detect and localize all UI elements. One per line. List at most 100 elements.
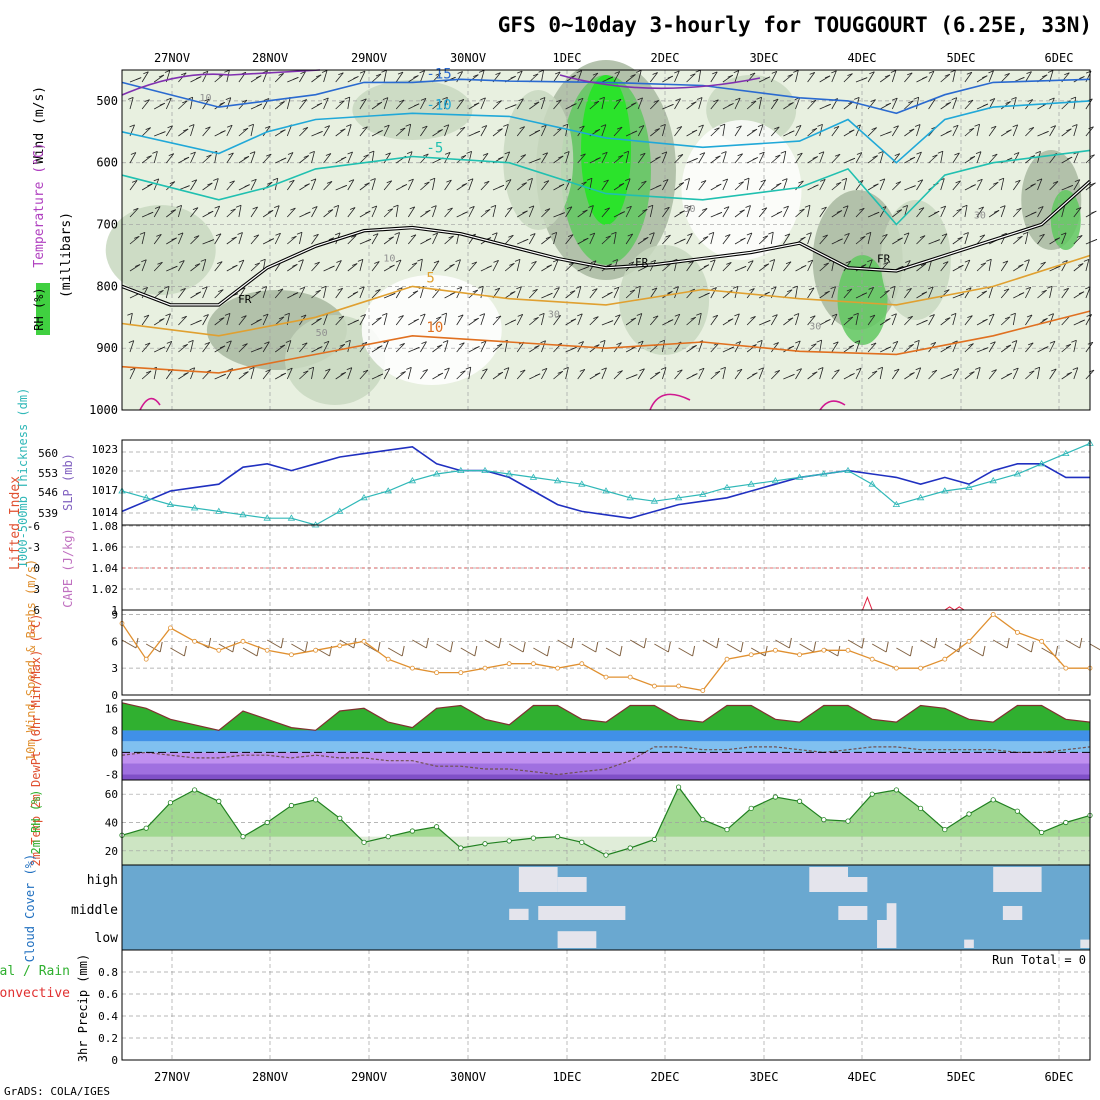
wind-speed-marker <box>724 656 730 662</box>
wind-barb-flag <box>674 70 680 74</box>
wind-barb-flag <box>740 237 746 241</box>
wind-barb <box>238 315 247 326</box>
wind-barb-flag <box>738 181 744 185</box>
wind-barb <box>202 342 211 353</box>
rh-shading-patch <box>352 80 473 140</box>
wind-barb-flag <box>268 238 274 242</box>
wind-barb <box>238 371 249 380</box>
wind-barb-flag <box>825 103 831 107</box>
wind-barb-flag <box>277 288 284 292</box>
wind-barb-flag <box>571 346 577 350</box>
wind-barb-flag <box>287 367 293 371</box>
wind-barb-flag <box>676 126 682 129</box>
wind-barb-flag <box>338 72 344 76</box>
wind-barb-flag <box>313 233 319 237</box>
wind-barb-flag <box>261 286 267 289</box>
surface-wind-barb <box>750 647 766 657</box>
wind-barb-flag <box>991 369 997 372</box>
wind-barb-flag <box>567 234 574 237</box>
wind-barb-flag <box>346 367 352 371</box>
wind-barb <box>758 124 764 137</box>
wind-barb-flag <box>285 340 292 343</box>
wind-barb-flag <box>1040 261 1046 265</box>
rh-marker <box>917 805 924 811</box>
wind-barb-flag <box>954 152 960 156</box>
wind-barb-flag <box>558 183 565 187</box>
wind-barb-flag <box>362 126 368 130</box>
rh-marker <box>530 835 537 841</box>
wind-barb-flag <box>594 344 600 348</box>
wind-barb <box>698 236 709 245</box>
wind-barb-flag <box>413 318 419 322</box>
wind-barb-flag <box>1006 372 1012 376</box>
axis-label-10m-wind: 10m Wind Speed & Barbs (m/s) <box>24 559 38 761</box>
wind-barb <box>565 290 576 299</box>
wind-barb-flag <box>1048 313 1054 317</box>
wind-barb-flag <box>177 232 184 236</box>
wind-barb <box>843 205 849 218</box>
wind-barb <box>734 97 741 110</box>
wind-barb <box>250 124 254 137</box>
wind-barb <box>940 205 947 218</box>
wind-barb-flag <box>490 204 496 208</box>
cloud-cell <box>518 867 558 892</box>
wind-speed-marker <box>942 656 948 662</box>
wind-barb-flag <box>1047 285 1053 289</box>
wind-barb <box>674 314 681 326</box>
wind-barb-flag <box>154 206 161 209</box>
wind-barb-flag <box>1079 76 1085 79</box>
wind-barb-flag <box>988 313 995 317</box>
wind-barb <box>541 152 548 164</box>
wind-barb <box>674 126 683 137</box>
wind-barb-flag <box>423 153 429 157</box>
wind-barb-flag <box>961 204 968 208</box>
wind-barb-flag <box>304 183 310 187</box>
wind-barb-flag <box>364 182 370 186</box>
wind-barb <box>916 207 925 218</box>
wind-barb-flag <box>1091 210 1097 214</box>
wind-barb <box>165 313 171 326</box>
wind-barb <box>686 205 692 218</box>
wind-barb <box>601 124 607 137</box>
wind-barb <box>940 73 951 83</box>
wind-barb <box>722 74 734 83</box>
wind-barb-flag <box>854 340 860 343</box>
isotherm-line <box>121 310 1091 374</box>
surface-wind-barb-flag <box>304 641 308 653</box>
wind-barb-flag <box>842 205 849 209</box>
wind-barb-flag <box>1042 317 1048 321</box>
wind-speed-marker <box>434 670 440 676</box>
wind-barb-flag <box>384 124 390 128</box>
wind-speed-marker <box>1015 629 1020 635</box>
thickness-marker <box>1037 460 1046 467</box>
rh-tick-label: 40 <box>105 817 118 830</box>
wind-barb-flag <box>703 264 710 268</box>
wind-barb-flag <box>242 343 248 346</box>
wind-barb-flag <box>340 128 346 132</box>
wind-barb <box>504 179 512 191</box>
thickness-marker <box>892 500 901 507</box>
wind-speed-marker <box>845 647 851 653</box>
wind-barb <box>577 98 584 110</box>
wind-barb <box>710 287 717 299</box>
wind-barb <box>541 180 550 191</box>
wind-barb-flag <box>420 97 427 101</box>
wind-barb-flag <box>769 259 775 262</box>
wind-barb-flag <box>768 231 774 235</box>
wind-barb <box>855 236 866 245</box>
wind-barb <box>274 288 284 299</box>
wind-barb <box>904 232 910 245</box>
rh-marker <box>337 815 343 821</box>
wind-barb-flag <box>326 181 333 184</box>
wind-barb <box>831 70 837 83</box>
wind-barb <box>662 262 672 272</box>
wind-barb <box>226 180 235 191</box>
wind-barb <box>662 124 666 137</box>
wind-barb-flag <box>593 100 600 104</box>
wind-barb <box>456 259 461 272</box>
wind-barb-flag <box>844 232 850 236</box>
wind-barb-flag <box>873 211 880 215</box>
axis-label-millibars: (millibars) <box>59 212 74 298</box>
wind-barb-flag <box>206 154 212 158</box>
rh-marker <box>772 794 779 800</box>
